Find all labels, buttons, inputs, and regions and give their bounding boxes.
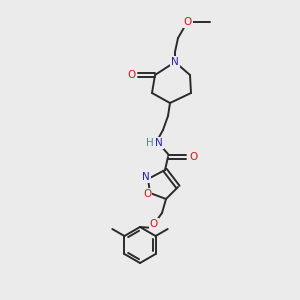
Text: N: N [142, 172, 150, 182]
Text: O: O [143, 189, 151, 199]
Text: O: O [127, 70, 135, 80]
Text: O: O [150, 219, 158, 229]
Text: N: N [155, 138, 163, 148]
Text: O: O [189, 152, 197, 162]
Text: N: N [171, 57, 179, 67]
Text: H: H [146, 138, 154, 148]
Text: O: O [184, 17, 192, 27]
